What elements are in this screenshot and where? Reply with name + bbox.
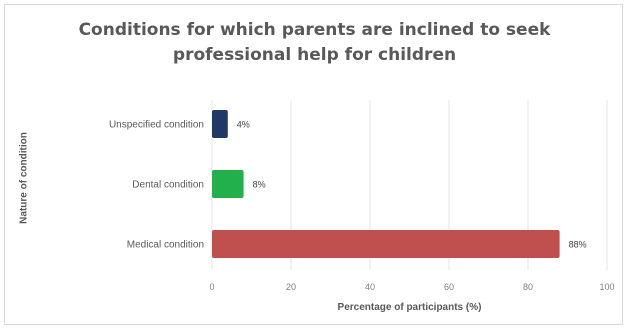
x-tick-label: 0: [209, 282, 214, 292]
category-label: Medical condition: [127, 240, 204, 251]
x-tick-label: 80: [523, 282, 533, 292]
x-tick-label: 60: [444, 282, 454, 292]
chart-frame: [4, 4, 623, 325]
bar: [212, 230, 560, 258]
x-tick-label: 40: [365, 282, 375, 292]
bar: [212, 170, 244, 198]
bar: [212, 110, 228, 138]
data-label: 8%: [253, 180, 266, 190]
chart-title: Conditions for which parents are incline…: [78, 20, 551, 65]
data-label: 4%: [237, 120, 250, 130]
x-axis-label: Percentage of participants (%): [337, 302, 482, 313]
category-label: Dental condition: [132, 180, 204, 191]
data-label: 88%: [569, 240, 587, 250]
category-label: Unspecified condition: [109, 120, 204, 131]
x-tick-label: 100: [599, 282, 614, 292]
x-tick-label: 20: [286, 282, 296, 292]
